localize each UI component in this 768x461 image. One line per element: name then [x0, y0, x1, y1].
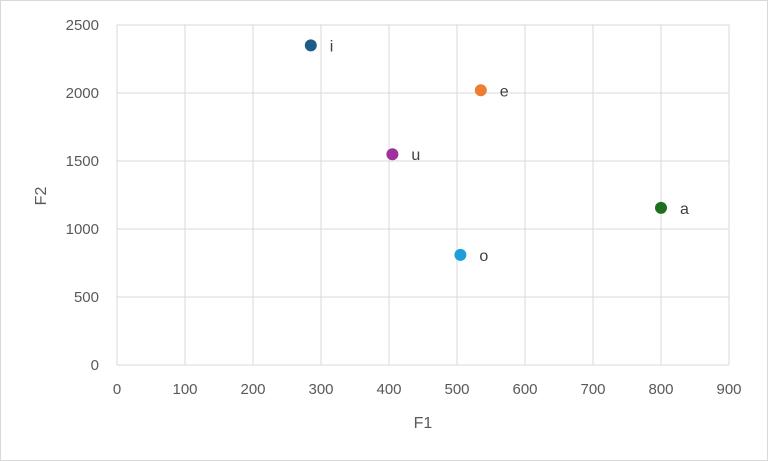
- x-tick-label: 900: [716, 381, 741, 398]
- y-tick-label: 500: [74, 289, 99, 306]
- x-tick-label: 600: [512, 381, 537, 398]
- y-tick-label: 1000: [66, 221, 99, 238]
- y-tick-label: 2500: [66, 17, 99, 34]
- y-tick-label: 1500: [66, 153, 99, 170]
- x-axis-ticks: 0 100 200 300 400 500 600 700 800 900: [113, 381, 742, 398]
- data-point-u: [386, 148, 399, 161]
- data-point-a: [655, 201, 667, 214]
- x-tick-label: 800: [648, 381, 673, 398]
- data-label-u: u: [411, 147, 420, 164]
- y-tick-label: 0: [91, 357, 99, 374]
- data-label-a: a: [680, 201, 689, 218]
- data-point-o: [454, 248, 467, 261]
- x-axis-title: F1: [414, 415, 433, 432]
- y-axis-ticks: 0 500 1000 1500 2000 2500: [66, 17, 99, 374]
- x-tick-label: 500: [444, 381, 469, 398]
- data-label-i: i: [330, 38, 334, 55]
- x-tick-label: 700: [580, 381, 605, 398]
- x-tick-label: 200: [240, 381, 265, 398]
- x-tick-label: 0: [113, 381, 121, 398]
- data-point-e: [474, 84, 487, 97]
- x-tick-label: 100: [172, 381, 197, 398]
- y-axis-title: F2: [33, 187, 50, 206]
- grid-lines: [116, 24, 730, 366]
- x-tick-label: 300: [308, 381, 333, 398]
- data-label-o: o: [479, 248, 488, 265]
- data-point-i: [304, 39, 317, 52]
- x-tick-label: 400: [376, 381, 401, 398]
- data-label-e: e: [500, 83, 509, 100]
- data-points: i e u a o: [304, 38, 689, 265]
- y-tick-label: 2000: [66, 85, 99, 102]
